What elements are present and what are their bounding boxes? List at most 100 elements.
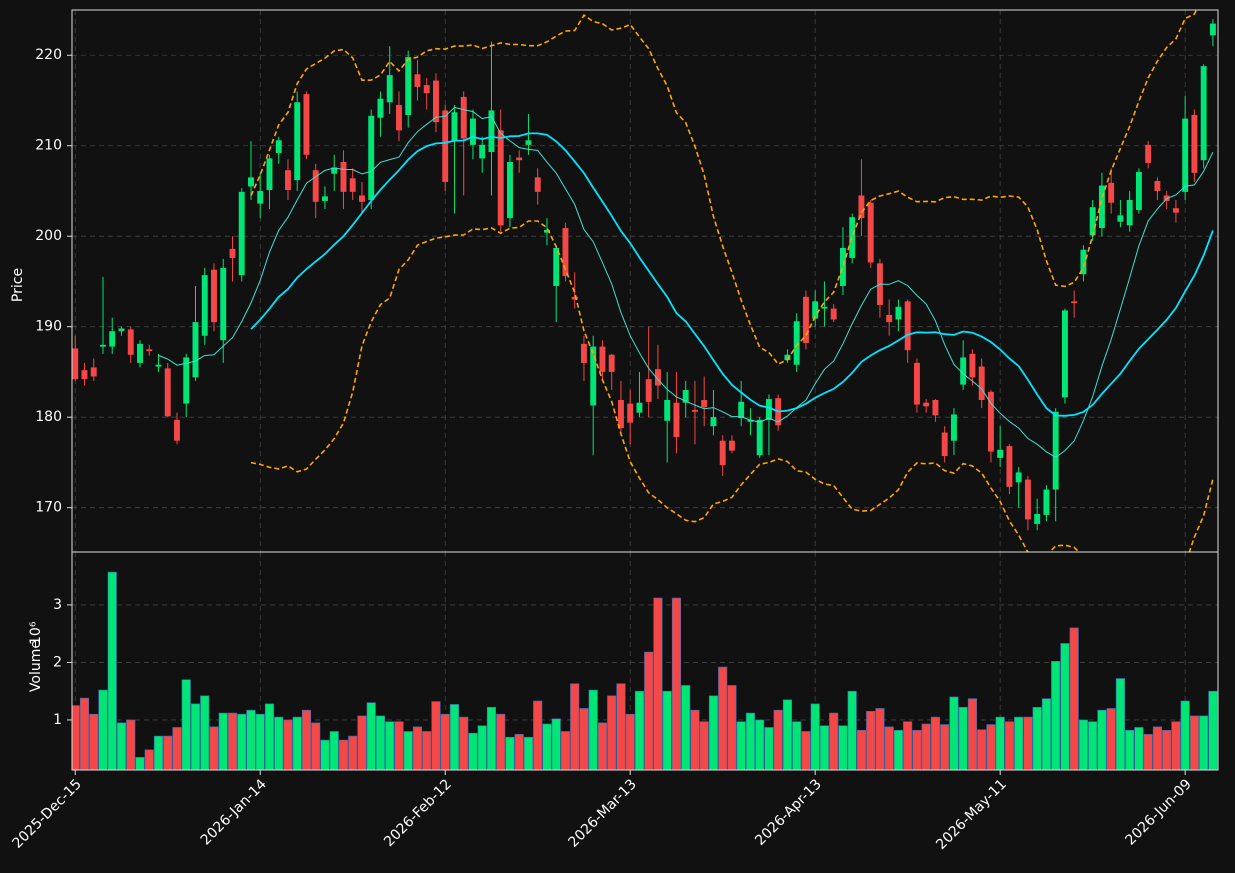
volume-bar [607, 695, 617, 770]
volume-bar [98, 689, 108, 770]
candle-body [146, 349, 153, 352]
volume-bar [829, 712, 839, 770]
volume-bar [486, 707, 497, 770]
volume-bar [662, 690, 672, 770]
candle-body [534, 177, 541, 192]
candle-body [728, 440, 735, 451]
volume-bar [986, 724, 996, 770]
candle-body [506, 162, 513, 219]
candle-body [710, 417, 717, 427]
candle-body [164, 368, 171, 417]
volume-bar [163, 735, 173, 770]
volume-bar [588, 689, 598, 770]
volume-bar [181, 679, 191, 770]
candle-body [617, 399, 624, 429]
volume-bar [903, 721, 913, 770]
candle-body [220, 267, 227, 341]
volume-bar [644, 651, 654, 770]
volume-bar [930, 716, 940, 770]
candle-body [90, 367, 97, 377]
candle-body [645, 379, 652, 402]
y-tick-label: 190 [35, 319, 62, 335]
candle-body [349, 178, 356, 192]
candle-body [821, 306, 828, 309]
candle-body [118, 328, 125, 332]
volume-bar [533, 700, 543, 770]
volume-bar [79, 697, 90, 770]
candle-body [1034, 513, 1041, 524]
y-tick-label: 3 [53, 597, 62, 613]
volume-bar [283, 719, 293, 770]
volume-bar [1106, 708, 1116, 770]
y-tick-label: 2 [53, 654, 62, 670]
candle-body [322, 196, 328, 201]
candle-body [830, 308, 837, 320]
candle-body [516, 157, 523, 161]
candle-body [867, 202, 874, 263]
volume-bar [977, 729, 987, 770]
bollinger-lower [250, 220, 1214, 552]
volume-bar [227, 712, 238, 770]
candle-body [941, 432, 948, 457]
candle-body [932, 399, 939, 416]
candle-body [886, 314, 893, 323]
candle-body [849, 217, 856, 258]
candle-body [673, 402, 680, 438]
volume-bar [505, 736, 515, 770]
volume-bar [995, 716, 1005, 770]
volume-bar [782, 699, 792, 770]
volume-bar [523, 736, 534, 770]
candle-body [470, 118, 476, 145]
volume-bar [190, 703, 201, 770]
volume-bar [579, 708, 589, 770]
volume-bar [126, 719, 136, 770]
volume-bar [1097, 709, 1107, 770]
candle-body [423, 85, 430, 94]
candle-body [664, 399, 671, 421]
volume-bar [810, 703, 820, 770]
candle-body [433, 80, 439, 123]
candle-body [1135, 171, 1142, 210]
volume-bar [348, 735, 358, 770]
y-tick-label: 210 [35, 138, 62, 154]
candle-body [1108, 182, 1115, 203]
volume-bar [1152, 726, 1162, 770]
candle-body [1154, 181, 1161, 191]
volume-bar [329, 731, 339, 770]
candle-body [109, 331, 116, 347]
candle-body [784, 354, 791, 361]
candle-body [238, 191, 245, 276]
volume-bar [144, 749, 154, 770]
candle-body [275, 140, 282, 153]
volume-bar [1189, 715, 1199, 770]
candle-body [913, 362, 920, 405]
volume-bar [819, 725, 829, 770]
volume-bar [755, 719, 765, 770]
candle-body [414, 74, 421, 87]
candle-body [488, 110, 495, 153]
volume-bar [1171, 721, 1181, 770]
volume-bar [958, 707, 968, 770]
volume-bar [1032, 707, 1042, 770]
volume-bar [1162, 730, 1172, 770]
candle-body [987, 391, 994, 452]
volume-bar [1004, 721, 1014, 770]
candle-body [266, 158, 273, 191]
candle-body [479, 144, 486, 159]
y-axis-label: Price [10, 268, 26, 302]
candle-body [405, 57, 412, 115]
volume-scale-label: 10⁶ [28, 621, 44, 645]
volume-bar [625, 713, 635, 770]
candle-body [72, 348, 79, 380]
candle-body [923, 402, 930, 407]
volume-bar [570, 683, 580, 770]
volume-bar [422, 731, 432, 770]
candle-body [377, 98, 384, 118]
volume-panel [72, 571, 1218, 770]
volume-bar [921, 723, 931, 770]
candle-body [368, 115, 375, 201]
volume-bar [153, 735, 164, 770]
volume-bar [727, 685, 737, 770]
candle-body [904, 301, 911, 351]
